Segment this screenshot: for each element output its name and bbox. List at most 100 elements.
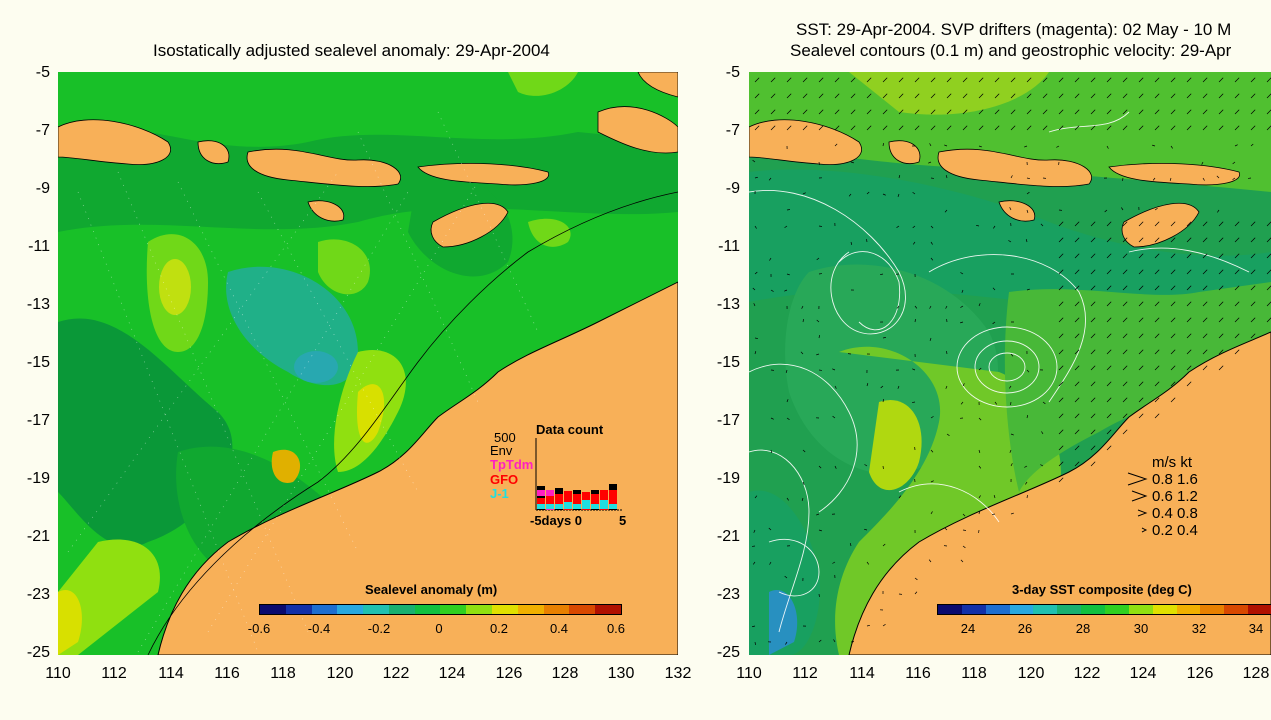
velocity-arrow [1074,301,1080,307]
velocity-arrow [1154,125,1160,131]
velocity-arrow [1154,221,1160,227]
velocity-legend-row: 0.2 0.4 [1152,522,1198,539]
mission-gfo: GFO [490,472,519,487]
right-x-tick-label: 116 [905,665,931,682]
velocity-arrow [1154,208,1158,211]
velocity-arrow [816,513,820,516]
velocity-arrow [1058,77,1064,83]
left-y-tick-label: -25 [26,644,50,661]
sla-colorbar-tick: 0.4 [549,621,569,636]
velocity-arrow [1058,477,1064,483]
right-x-tick-label: 126 [1186,665,1214,682]
velocity-arrow [1234,125,1240,131]
velocity-arrow [1250,285,1256,291]
velocity-arrow [1122,413,1128,419]
velocity-arrow [1138,285,1144,291]
velocity-arrow [978,367,982,371]
velocity-arrow [882,337,887,339]
velocity-arrow [1010,175,1013,179]
velocity-arrow [1186,365,1192,371]
velocity-arrow [1122,333,1128,339]
velocity-arrow [1122,221,1128,227]
velocity-arrow [786,125,792,131]
velocity-arrow [1154,93,1160,99]
velocity-arrow [753,303,756,307]
velocity-arrow [914,318,916,323]
colorbar-segment [961,605,986,614]
left-y-tick-label: -13 [26,296,50,313]
velocity-arrow [1122,109,1128,115]
velocity-arrow [914,591,918,595]
velocity-arrow [912,191,916,195]
velocity-arrow [1266,221,1271,227]
velocity-arrow [1090,461,1096,467]
velocity-arrow [882,77,888,83]
velocity-arrow [930,241,933,245]
velocity-arrow [946,350,948,355]
velocity-arrow [882,624,886,627]
colorbar-segment [938,605,962,614]
velocity-arrow [960,272,964,275]
velocity-arrow [754,125,760,131]
data-count-bars [535,438,623,511]
velocity-arrow [1138,269,1144,275]
velocity-arrow [1074,333,1080,339]
velocity-arrow [1058,93,1064,99]
velocity-arrow [1186,285,1192,291]
velocity-arrow [1250,77,1256,83]
right-y-tick-label: -19 [716,470,740,487]
velocity-arrow [1026,288,1030,291]
velocity-arrow [1090,125,1096,131]
velocity-arrow [930,93,936,99]
velocity-arrow [1152,177,1156,181]
sst-colorbar [937,604,1271,615]
left-y-tick-label: -9 [35,180,50,197]
velocity-arrow [1218,109,1224,115]
velocity-arrow [849,543,852,547]
velocity-arrow [1058,365,1064,371]
left-x-tick-label: 114 [158,665,184,682]
velocity-arrow [1138,237,1144,243]
velocity-arrow [834,109,840,115]
velocity-arrow [770,77,776,83]
velocity-arrow [832,368,836,371]
colorbar-segment [1081,605,1106,614]
velocity-arrow [1074,461,1080,467]
velocity-arrow [898,109,904,115]
sst-colorbar-tick: 34 [1248,621,1264,636]
velocity-arrow [882,93,888,99]
left-y-tick-label: -11 [28,238,50,255]
velocity-arrow [1010,512,1014,515]
velocity-arrow [1058,349,1064,355]
velocity-arrow [914,93,920,99]
velocity-arrow [1170,301,1176,307]
velocity-arrow [1106,381,1112,387]
velocity-arrow [929,305,932,309]
velocity-arrow [1202,365,1208,371]
velocity-arrow [914,77,920,83]
velocity-arrow [754,176,758,179]
velocity-arrow [1186,349,1192,355]
velocity-arrow [978,93,984,99]
velocity-arrow [1250,109,1256,115]
sla-colorbar-tick: -0.4 [307,621,331,636]
velocity-arrow [1058,429,1064,435]
velocity-arrow [1106,365,1112,371]
velocity-arrow [818,529,822,532]
velocity-arrow [1106,269,1112,275]
velocity-arrow [898,175,901,179]
velocity-arrow [1106,349,1112,355]
velocity-arrow [1250,125,1256,131]
left-x-tick-label: 112 [101,665,127,682]
velocity-arrow [753,529,756,533]
velocity-arrow [930,225,934,229]
velocity-arrow [752,287,756,291]
velocity-arrow [1186,93,1192,99]
velocity-arrow [1025,481,1028,485]
left-x-tick-label: 132 [664,665,692,682]
velocity-arrow [1266,125,1271,131]
colorbar-segment [1009,605,1034,614]
velocity-arrow [1122,237,1128,243]
velocity-arrow [754,337,759,339]
velocity-arrow [1218,253,1224,259]
